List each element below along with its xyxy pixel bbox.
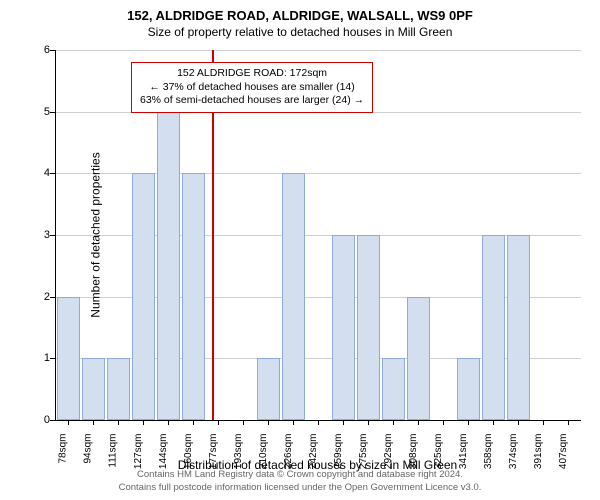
xtick-mark — [493, 420, 494, 425]
xtick-mark — [568, 420, 569, 425]
bar — [382, 358, 406, 420]
ytick-mark — [50, 50, 55, 51]
bar — [257, 358, 281, 420]
ytick-label: 0 — [44, 414, 50, 426]
info-line3: 63% of semi-detached houses are larger (… — [140, 94, 364, 108]
xtick-label: 341sqm — [458, 434, 469, 470]
xtick-label: 374sqm — [508, 434, 519, 470]
ytick-mark — [50, 297, 55, 298]
bar — [157, 112, 181, 420]
xtick-mark — [468, 420, 469, 425]
xtick-label: 144sqm — [158, 434, 169, 470]
xtick-label: 407sqm — [558, 434, 569, 470]
chart-subtitle: Size of property relative to detached ho… — [0, 23, 600, 39]
chart-container: 152, ALDRIDGE ROAD, ALDRIDGE, WALSALL, W… — [0, 0, 600, 500]
xtick-mark — [143, 420, 144, 425]
footer-line1: Contains HM Land Registry data © Crown c… — [0, 469, 600, 481]
xtick-mark — [318, 420, 319, 425]
xtick-mark — [443, 420, 444, 425]
bar — [332, 235, 356, 420]
ytick-mark — [50, 235, 55, 236]
xtick-mark — [418, 420, 419, 425]
xtick-mark — [193, 420, 194, 425]
info-line2: ← 37% of detached houses are smaller (14… — [140, 81, 364, 95]
xtick-mark — [168, 420, 169, 425]
y-axis-label: Number of detached properties — [89, 152, 103, 317]
xtick-mark — [368, 420, 369, 425]
bar — [182, 173, 206, 420]
ytick-mark — [50, 420, 55, 421]
info-line1: 152 ALDRIDGE ROAD: 172sqm — [140, 67, 364, 81]
xtick-mark — [93, 420, 94, 425]
xtick-mark — [343, 420, 344, 425]
bar — [482, 235, 506, 420]
xtick-label: 391sqm — [533, 434, 544, 470]
chart-title: 152, ALDRIDGE ROAD, ALDRIDGE, WALSALL, W… — [0, 0, 600, 23]
ytick-mark — [50, 358, 55, 359]
bar — [457, 358, 481, 420]
bar — [407, 297, 431, 420]
xtick-mark — [268, 420, 269, 425]
ytick-label: 5 — [44, 106, 50, 118]
bar — [132, 173, 156, 420]
xtick-mark — [218, 420, 219, 425]
plot-region: 152 ALDRIDGE ROAD: 172sqm ← 37% of detac… — [55, 50, 581, 421]
ytick-label: 4 — [44, 167, 50, 179]
xtick-label: 358sqm — [483, 434, 494, 470]
ytick-label: 2 — [44, 291, 50, 303]
ytick-mark — [50, 173, 55, 174]
xtick-label: 111sqm — [108, 434, 119, 468]
ytick-mark — [50, 112, 55, 113]
bar — [507, 235, 531, 420]
bar — [57, 297, 81, 420]
footer: Contains HM Land Registry data © Crown c… — [0, 469, 600, 494]
footer-line2: Contains full postcode information licen… — [0, 482, 600, 494]
bar — [107, 358, 131, 420]
bar — [357, 235, 381, 420]
xtick-mark — [543, 420, 544, 425]
xtick-label: 127sqm — [133, 434, 144, 470]
ytick-label: 3 — [44, 229, 50, 241]
xtick-mark — [293, 420, 294, 425]
xtick-mark — [68, 420, 69, 425]
xtick-mark — [118, 420, 119, 425]
info-box: 152 ALDRIDGE ROAD: 172sqm ← 37% of detac… — [131, 62, 373, 113]
xtick-label: 78sqm — [58, 434, 69, 464]
bar — [282, 173, 306, 420]
ytick-label: 6 — [44, 44, 50, 56]
ytick-label: 1 — [44, 352, 50, 364]
chart-area: 152 ALDRIDGE ROAD: 172sqm ← 37% of detac… — [55, 50, 580, 420]
xtick-mark — [518, 420, 519, 425]
xtick-mark — [243, 420, 244, 425]
xtick-label: 94sqm — [83, 434, 94, 464]
bar — [82, 358, 106, 420]
xtick-mark — [393, 420, 394, 425]
